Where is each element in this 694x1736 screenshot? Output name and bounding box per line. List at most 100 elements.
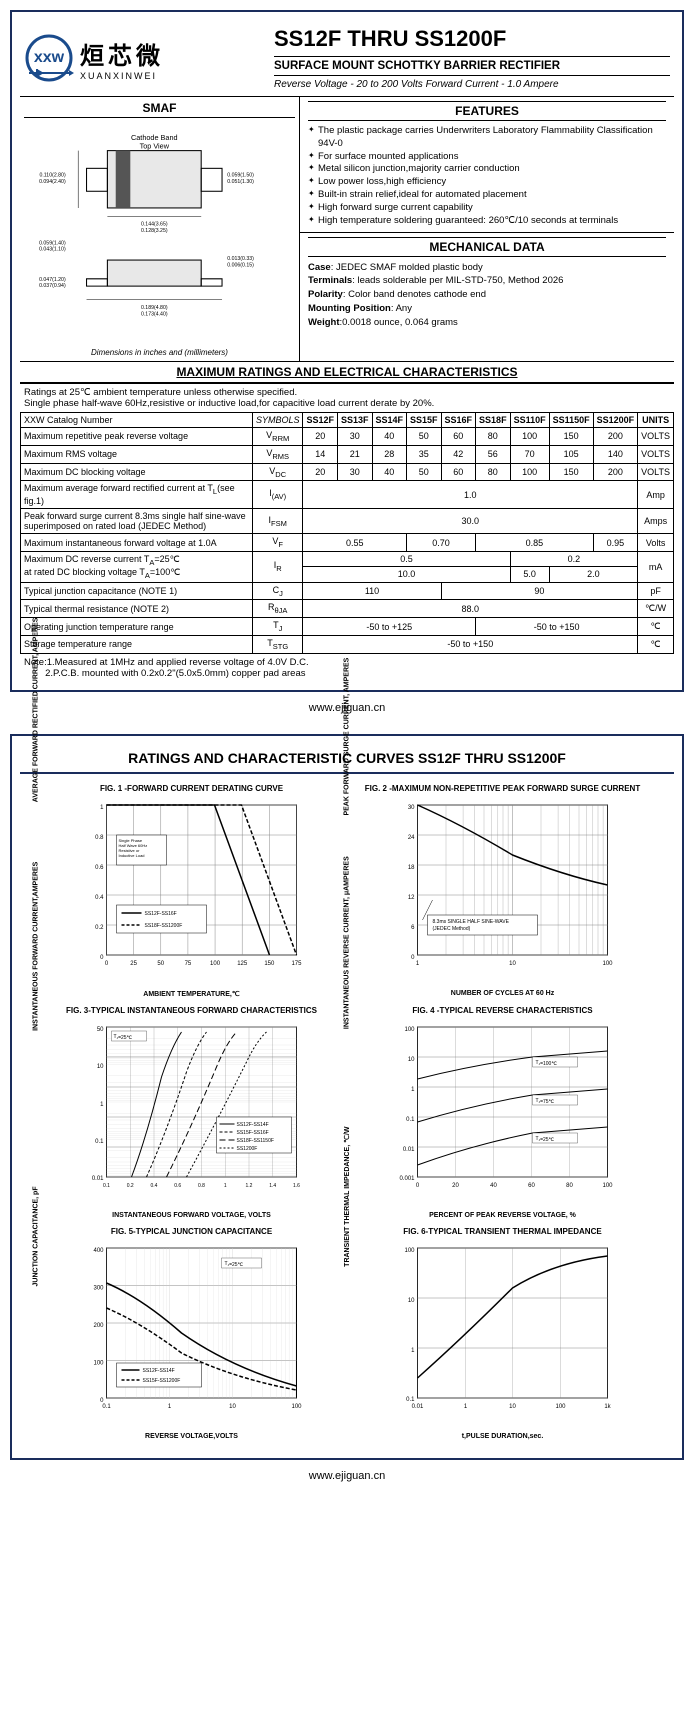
svg-text:1: 1 bbox=[411, 1087, 415, 1093]
chart-xlabel: t,PULSE DURATION,sec. bbox=[351, 1433, 654, 1440]
svg-text:1: 1 bbox=[464, 1404, 468, 1410]
chart-ylabel: INSTANTANEOUS FORWARD CURRENT,AMPERES bbox=[33, 862, 40, 1031]
svg-text:0.094(2.40): 0.094(2.40) bbox=[39, 179, 66, 185]
svg-text:1: 1 bbox=[224, 1183, 227, 1189]
main-title: SS12F THRU SS1200F bbox=[274, 26, 670, 52]
svg-text:10: 10 bbox=[408, 1057, 415, 1063]
ratings-section-title: MAXIMUM RATINGS AND ELECTRICAL CHARACTER… bbox=[20, 361, 674, 384]
specs-line: Reverse Voltage - 20 to 200 Volts Forwar… bbox=[274, 79, 670, 90]
svg-text:0.051(1.30): 0.051(1.30) bbox=[227, 179, 254, 185]
features-title: FEATURES bbox=[308, 101, 666, 121]
logo-block: xxw 烜芯微 XUANXINWEI bbox=[20, 20, 270, 96]
svg-text:1: 1 bbox=[168, 1404, 172, 1410]
chart-ylabel: PEAK FORWARD SURGE CURRENT, AMPERES bbox=[344, 657, 351, 815]
svg-text:Inductive Load: Inductive Load bbox=[119, 853, 145, 858]
svg-text:0.8: 0.8 bbox=[198, 1183, 205, 1189]
chart-xlabel: PERCENT OF PEAK REVERSE VOLTAGE, % bbox=[351, 1212, 654, 1219]
svg-text:1: 1 bbox=[100, 1102, 104, 1108]
chart-1: FIG. 1 -FORWARD CURRENT DERATING CURVE A… bbox=[40, 784, 343, 998]
chart-ylabel: JUNCTION CAPACITANCE, pF bbox=[33, 1187, 40, 1287]
chart-6: FIG. 6-TYPICAL TRANSIENT THERMAL IMPEDAN… bbox=[351, 1227, 654, 1440]
svg-text:SS18F-SS1150F: SS18F-SS1150F bbox=[237, 1138, 274, 1144]
svg-text:10: 10 bbox=[509, 961, 516, 967]
mech-polarity: Polarity: Color band denotes cathode end bbox=[308, 288, 666, 302]
svg-text:20: 20 bbox=[452, 1183, 459, 1189]
svg-text:300: 300 bbox=[93, 1285, 104, 1291]
svg-text:75: 75 bbox=[185, 961, 192, 967]
mech-case: Case: JEDEC SMAF molded plastic body bbox=[308, 261, 666, 275]
svg-text:1: 1 bbox=[416, 961, 420, 967]
svg-text:TJ=25℃: TJ=25℃ bbox=[225, 1261, 244, 1268]
sub-title: SURFACE MOUNT SCHOTTKY BARRIER RECTIFIER bbox=[274, 56, 670, 76]
features-cell: FEATURES The plastic package carries Und… bbox=[300, 97, 674, 233]
dimension-note: Dimensions in inches and (millimeters) bbox=[24, 348, 295, 357]
svg-text:SS18F-SS1200F: SS18F-SS1200F bbox=[145, 923, 183, 929]
chart-xlabel: INSTANTANEOUS FORWARD VOLTAGE, VOLTS bbox=[40, 1212, 343, 1219]
svg-text:SS12F-SS14F: SS12F-SS14F bbox=[237, 1122, 269, 1128]
svg-text:0.8: 0.8 bbox=[95, 835, 104, 841]
svg-text:0.144(3.65): 0.144(3.65) bbox=[141, 222, 168, 228]
chart-3: FIG. 3-TYPICAL INSTANTANEOUS FORWARD CHA… bbox=[40, 1006, 343, 1219]
chart-2: FIG. 2 -MAXIMUM NON-REPETITIVE PEAK FORW… bbox=[351, 784, 654, 998]
chart-ylabel: INSTANTANEOUS REVERSE CURRENT, μAMPERES bbox=[344, 857, 351, 1030]
svg-text:0.047(1.20): 0.047(1.20) bbox=[39, 277, 66, 283]
svg-text:0.01: 0.01 bbox=[403, 1147, 415, 1153]
svg-text:10: 10 bbox=[509, 1404, 516, 1410]
svg-text:0: 0 bbox=[416, 1183, 420, 1189]
chart-title: FIG. 2 -MAXIMUM NON-REPETITIVE PEAK FORW… bbox=[351, 784, 654, 793]
svg-text:100: 100 bbox=[291, 1404, 302, 1410]
feature-item: For surface mounted applications bbox=[308, 151, 666, 164]
svg-text:100: 100 bbox=[602, 961, 613, 967]
svg-text:0.2: 0.2 bbox=[127, 1183, 134, 1189]
svg-text:100: 100 bbox=[602, 1183, 613, 1189]
svg-text:0.2: 0.2 bbox=[95, 925, 104, 931]
svg-text:10: 10 bbox=[229, 1404, 236, 1410]
svg-text:50: 50 bbox=[97, 1027, 104, 1033]
svg-text:50: 50 bbox=[157, 961, 164, 967]
svg-text:SS15F-SS1200F: SS15F-SS1200F bbox=[143, 1378, 181, 1384]
svg-text:6: 6 bbox=[411, 925, 415, 931]
chart-title: FIG. 5-TYPICAL JUNCTION CAPACITANCE bbox=[40, 1227, 343, 1236]
svg-text:0.110(2.80): 0.110(2.80) bbox=[39, 173, 65, 179]
svg-text:TJ=100℃: TJ=100℃ bbox=[536, 1060, 558, 1067]
chart-xlabel: AMBIENT TEMPERATURE,℃ bbox=[40, 990, 343, 998]
svg-text:100: 100 bbox=[404, 1248, 415, 1254]
chart-ylabel: TRANSIENT THERMAL IMPEDANCE, ℃/W bbox=[343, 1127, 351, 1267]
svg-text:24: 24 bbox=[408, 835, 415, 841]
ratings-intro-1: Ratings at 25℃ ambient temperature unles… bbox=[24, 387, 670, 398]
svg-text:(JEDEC Method): (JEDEC Method) bbox=[433, 926, 471, 932]
svg-text:10: 10 bbox=[97, 1064, 104, 1070]
svg-text:1: 1 bbox=[100, 805, 104, 811]
svg-text:40: 40 bbox=[490, 1183, 497, 1189]
svg-text:0.01: 0.01 bbox=[412, 1404, 424, 1410]
svg-text:0.006(0.15): 0.006(0.15) bbox=[227, 262, 254, 268]
svg-text:150: 150 bbox=[264, 961, 275, 967]
mechanical-cell: MECHANICAL DATA Case: JEDEC SMAF molded … bbox=[300, 233, 674, 334]
svg-text:0.059(1.50): 0.059(1.50) bbox=[227, 173, 254, 179]
svg-text:0.037(0.94): 0.037(0.94) bbox=[39, 283, 66, 289]
svg-text:100: 100 bbox=[210, 961, 221, 967]
svg-text:xxw: xxw bbox=[34, 49, 65, 66]
svg-text:0.1: 0.1 bbox=[102, 1404, 111, 1410]
feature-item: High forward surge current capability bbox=[308, 202, 666, 215]
right-column: FEATURES The plastic package carries Und… bbox=[300, 97, 674, 361]
chart-xlabel: NUMBER OF CYCLES AT 60 Hz bbox=[351, 990, 654, 997]
svg-text:SS12F-SS14F: SS12F-SS14F bbox=[143, 1368, 175, 1374]
datasheet-page-1: xxw 烜芯微 XUANXINWEI SS12F THRU SS1200F SU… bbox=[10, 10, 684, 692]
svg-text:25: 25 bbox=[130, 961, 137, 967]
header: xxw 烜芯微 XUANXINWEI SS12F THRU SS1200F SU… bbox=[20, 20, 674, 97]
svg-text:100: 100 bbox=[555, 1404, 566, 1410]
ratings-intro-2: Single phase half-wave 60Hz,resistive or… bbox=[24, 398, 670, 409]
mech-terminals: Terminals: leads solderable per MIL-STD-… bbox=[308, 274, 666, 288]
page-url-2: www.ejiguan.cn bbox=[0, 1470, 694, 1482]
chart-xlabel: REVERSE VOLTAGE,VOLTS bbox=[40, 1433, 343, 1440]
feature-item: The plastic package carries Underwriters… bbox=[308, 125, 666, 151]
svg-text:0.6: 0.6 bbox=[95, 865, 104, 871]
feature-item: High temperature soldering guaranteed: 2… bbox=[308, 215, 666, 228]
svg-text:12: 12 bbox=[408, 895, 415, 901]
svg-text:Top View: Top View bbox=[140, 142, 170, 151]
svg-text:100: 100 bbox=[93, 1360, 104, 1366]
svg-text:80: 80 bbox=[566, 1183, 573, 1189]
ratings-intro: Ratings at 25℃ ambient temperature unles… bbox=[20, 384, 674, 412]
svg-text:1.2: 1.2 bbox=[246, 1183, 253, 1189]
